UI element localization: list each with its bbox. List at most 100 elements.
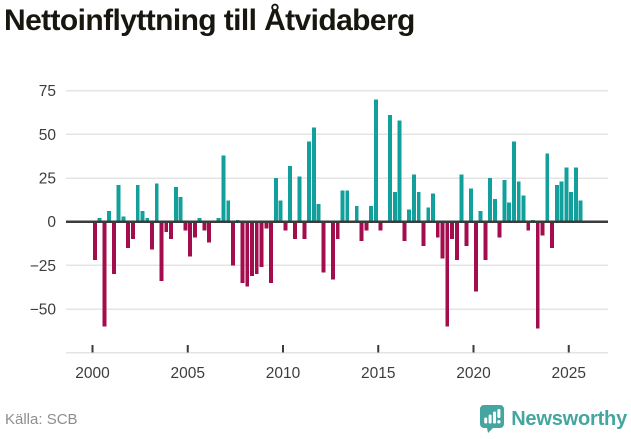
bar-2014Q2 [364, 221, 369, 231]
y-axis-label--50: −50 [30, 302, 57, 319]
bar-2018Q4 [450, 221, 454, 240]
bar-2002Q4 [145, 218, 150, 222]
bar-2007Q1 [226, 200, 231, 222]
bar-2017Q1 [416, 192, 421, 222]
bar-2000Q2 [97, 218, 102, 222]
page-title: Nettoinflyttning till Åtvidaberg [4, 4, 415, 37]
bar-2005Q3 [197, 218, 202, 222]
bar-2016Q4 [411, 174, 416, 222]
bar-2010Q4 [297, 176, 302, 222]
bar-2019Q3 [464, 221, 469, 247]
bar-2003Q1 [150, 221, 154, 250]
bar-2006Q1 [207, 221, 212, 243]
bar-2023Q4 [545, 153, 550, 222]
bar-2000Q3 [102, 221, 107, 327]
bar-2016Q2 [402, 221, 407, 241]
x-axis-label-2020: 2020 [456, 365, 491, 382]
bar-2003Q2 [154, 183, 159, 222]
bar-2024Q3 [559, 181, 564, 222]
bar-2004Q3 [178, 197, 183, 222]
bar-2021Q2 [497, 221, 502, 238]
bar-2011Q1 [302, 221, 307, 240]
bar-2023Q3 [540, 221, 545, 236]
bar-2022Q2 [516, 181, 521, 222]
bar-2001Q2 [116, 185, 121, 222]
x-axis-label-2015: 2015 [361, 365, 395, 382]
bar-2017Q4 [431, 193, 435, 222]
bar-2007Q4 [240, 221, 245, 283]
source-label: Källa: SCB [5, 411, 78, 428]
bar-2019Q1 [454, 221, 459, 261]
bar-2011Q3 [311, 127, 316, 222]
bar-2008Q3 [254, 221, 259, 275]
bar-2008Q4 [259, 221, 264, 268]
bar-2018Q2 [440, 221, 445, 259]
newsworthy-logo[interactable]: Newsworthy [479, 404, 627, 434]
bar-2015Q1 [378, 221, 383, 231]
bar-2006Q3 [216, 218, 221, 222]
bar-2024Q4 [564, 167, 569, 222]
y-axis-label-75: 75 [39, 83, 56, 100]
bar-2020Q4 [488, 178, 493, 222]
bar-2002Q1 [131, 221, 135, 240]
bar-2025Q3 [578, 200, 583, 222]
bar-2019Q2 [459, 174, 464, 222]
bar-2009Q3 [273, 178, 278, 222]
bar-2017Q3 [426, 207, 431, 222]
bar-2013Q2 [345, 190, 350, 222]
bar-2024Q2 [554, 185, 559, 222]
newsworthy-badge-icon [480, 405, 505, 433]
bar-2013Q4 [354, 205, 359, 222]
bar-2020Q1 [473, 221, 478, 292]
bar-2003Q3 [159, 221, 164, 282]
bar-2014Q1 [359, 221, 364, 241]
bar-2020Q3 [483, 221, 488, 261]
bar-2022Q3 [521, 195, 526, 222]
bar-2007Q2 [231, 221, 235, 266]
bar-2008Q1 [245, 221, 250, 287]
y-axis-label-25: 25 [39, 171, 56, 188]
bar-2010Q2 [288, 165, 293, 222]
bar-2004Q4 [183, 221, 188, 231]
bar-2006Q4 [221, 155, 226, 222]
bar-2005Q2 [192, 221, 197, 238]
bar-2014Q4 [373, 99, 378, 222]
bar-2021Q3 [502, 179, 507, 222]
x-axis-label-2005: 2005 [171, 365, 205, 382]
bar-2025Q1 [569, 192, 574, 222]
bar-2023Q2 [535, 221, 540, 329]
bar-2022Q4 [526, 221, 531, 231]
bar-2001Q3 [121, 216, 126, 222]
bar-2009Q4 [278, 200, 283, 222]
bar-2016Q3 [407, 209, 412, 222]
bar-2012Q4 [335, 221, 340, 240]
newsworthy-wordmark: Newsworthy [511, 407, 627, 430]
bar-2019Q4 [469, 188, 474, 222]
bar-2013Q1 [340, 190, 345, 222]
bar-2015Q4 [392, 192, 397, 222]
bar-2005Q4 [202, 221, 207, 231]
bar-2005Q1 [188, 221, 193, 257]
bar-2009Q2 [269, 221, 274, 283]
bar-2012Q3 [331, 221, 335, 280]
bar-2021Q1 [492, 198, 497, 222]
bar-2010Q3 [292, 221, 297, 240]
bar-2015Q3 [388, 115, 393, 222]
bar-2016Q1 [397, 120, 402, 222]
bar-2021Q4 [507, 202, 512, 222]
bar-2004Q1 [169, 221, 173, 240]
y-axis-label--25: −25 [30, 258, 56, 275]
bar-2000Q4 [107, 211, 112, 222]
y-axis-label-0: 0 [47, 214, 56, 231]
bar-2000Q1 [92, 221, 97, 261]
bar-2012Q1 [321, 221, 326, 273]
bar-2002Q2 [135, 185, 140, 222]
x-axis-label-2010: 2010 [266, 365, 301, 382]
bar-2020Q2 [478, 211, 483, 222]
x-axis-label-2025: 2025 [552, 365, 586, 382]
bar-2003Q4 [164, 221, 169, 233]
bar-2001Q1 [111, 221, 116, 275]
bar-2002Q3 [140, 211, 145, 222]
